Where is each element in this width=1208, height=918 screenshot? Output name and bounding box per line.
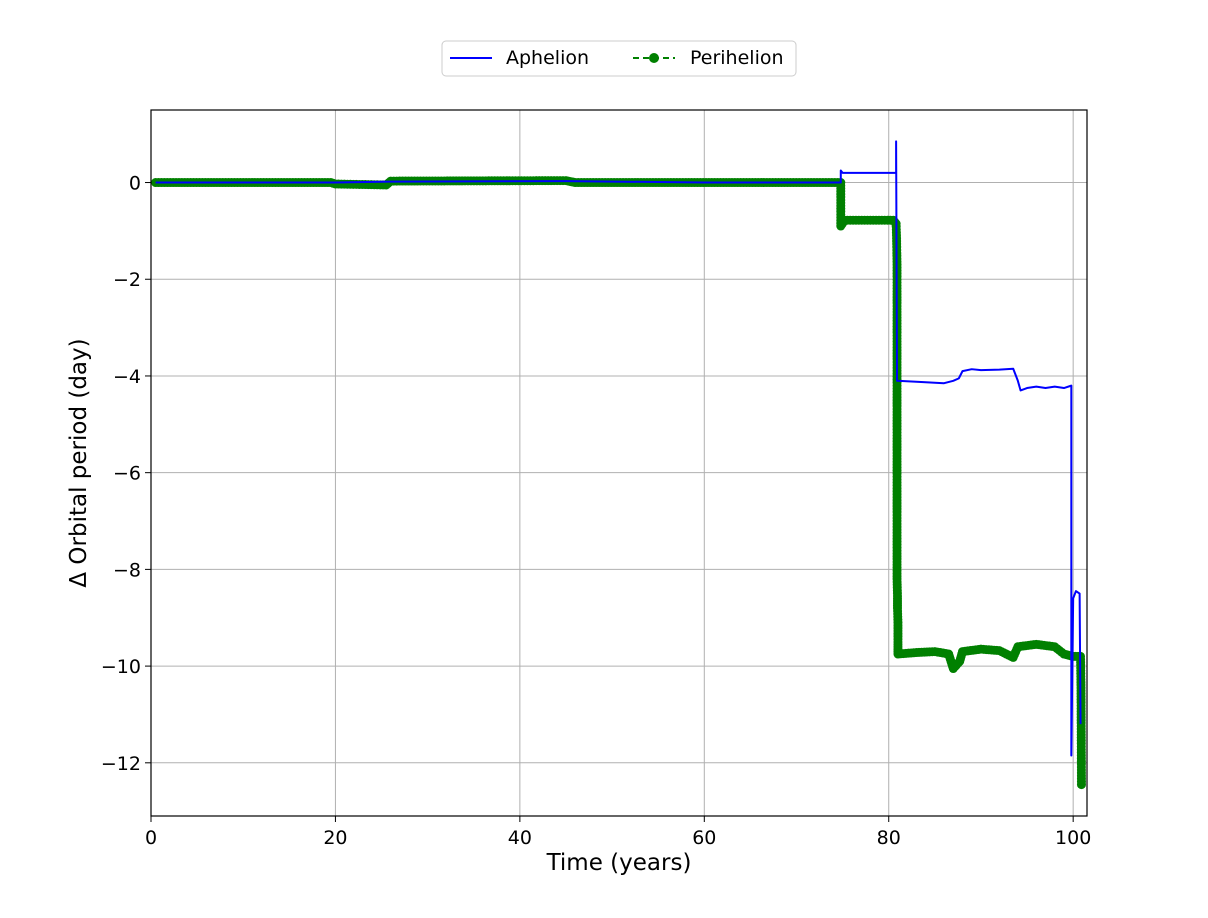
series-line-perihelion: [155, 179, 1083, 785]
y-tick-label: −4: [113, 366, 141, 388]
x-tick-label: 60: [692, 827, 716, 849]
x-ticks: 0 20 40 60 80 100: [145, 816, 1091, 849]
y-axis-label: Δ Orbital period (day): [66, 338, 92, 587]
y-ticks: 0 −2 −4 −6 −8 −10 −12: [101, 173, 151, 775]
legend: Aphelion Perihelion: [441, 40, 797, 77]
data-point: [1076, 780, 1086, 790]
x-tick-label: 100: [1055, 827, 1091, 849]
legend-aphelion-label: Aphelion: [506, 47, 589, 69]
y-tick-label: 0: [129, 173, 141, 195]
plot-frame: [150, 109, 1088, 817]
y-tick-label: −2: [113, 269, 141, 291]
y-tick-label: −12: [101, 753, 141, 775]
legend-perihelion-marker: [649, 53, 659, 63]
legend-perihelion-label: Perihelion: [690, 47, 784, 69]
y-tick-label: −8: [113, 559, 141, 581]
series-markers-perihelion: [151, 176, 1086, 790]
legend-box: [441, 40, 797, 77]
x-tick-label: 40: [508, 827, 532, 849]
x-axis-label: Time (years): [546, 850, 692, 876]
x-tick-label: 20: [323, 827, 347, 849]
x-tick-label: 0: [145, 827, 157, 849]
series-line-aphelion: [155, 140, 1082, 757]
grid: [150, 110, 1087, 816]
y-tick-label: −10: [101, 656, 141, 678]
y-tick-label: −6: [113, 463, 141, 485]
series-layer: [151, 140, 1086, 790]
x-tick-label: 80: [877, 827, 901, 849]
